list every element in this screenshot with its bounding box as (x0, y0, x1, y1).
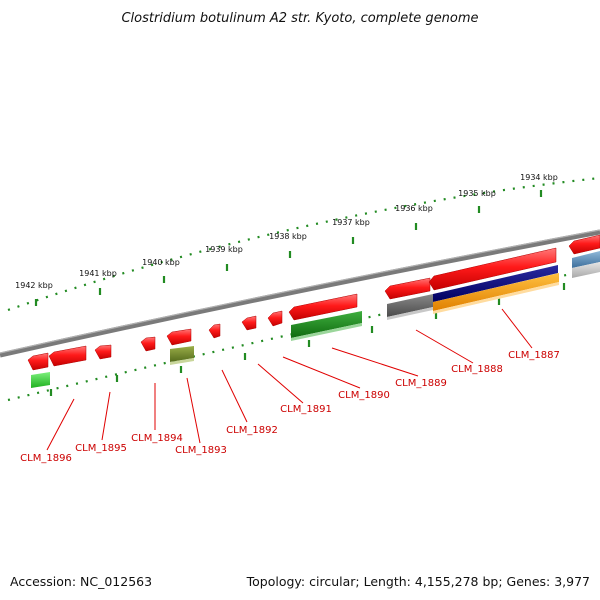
gene-label-clm-1890[interactable]: CLM_1890 (338, 390, 390, 401)
scale-label-1940: 1940 kbp (142, 258, 180, 267)
gene-arrow-clm-1896[interactable] (27, 352, 49, 371)
gene-label-clm-1891[interactable]: CLM_1891 (280, 404, 332, 415)
forward-genes (27, 234, 600, 371)
gene-arrow-clm-1888[interactable] (428, 247, 557, 291)
feature-bar-navy[interactable] (433, 265, 558, 302)
feature-bar-orange[interactable] (433, 273, 559, 311)
gene-arrow-clm-1891[interactable] (241, 315, 257, 331)
scale-label-1935: 1935 kbp (458, 189, 496, 198)
scale-label-1934: 1934 kbp (520, 173, 558, 182)
feature-bar-gray[interactable] (387, 294, 433, 317)
gene-label-clm-1896[interactable]: CLM_1896 (20, 453, 72, 464)
feature-bar-lime[interactable] (31, 372, 50, 388)
scale-label-1936: 1936 kbp (395, 204, 433, 213)
feature-bar-green[interactable] (291, 311, 362, 338)
feature-bars (31, 251, 600, 388)
gene-label-clm-1894[interactable]: CLM_1894 (131, 433, 183, 444)
gene-arrow-small-2[interactable] (267, 310, 283, 327)
gene-label-clm-1887[interactable]: CLM_1887 (508, 350, 560, 361)
gene-label-clm-1892[interactable]: CLM_1892 (226, 425, 278, 436)
gene-arrow-clm-1894[interactable] (140, 336, 156, 352)
gene-label-clm-1895[interactable]: CLM_1895 (75, 443, 127, 454)
gene-arrow-clm-1892[interactable] (208, 323, 221, 339)
map-title: Clostridium botulinum A2 str. Kyoto, com… (121, 11, 478, 26)
scale-label-1938: 1938 kbp (269, 232, 307, 241)
feature-bar-silver[interactable] (572, 262, 600, 278)
scale-label-1937: 1937 kbp (332, 218, 370, 227)
gene-label-clm-1893[interactable]: CLM_1893 (175, 445, 227, 456)
gene-labels: CLM_1896 CLM_1895 CLM_1894 CLM_1893 CLM_… (20, 350, 560, 464)
gene-arrow-clm-1893[interactable] (166, 328, 192, 346)
accession-text: Accession: NC_012563 (10, 574, 152, 589)
genome-backbone (0, 229, 600, 358)
gene-arrow-right-edge[interactable] (568, 234, 600, 255)
scale-labels: 1942 kbp 1941 kbp 1940 kbp 1939 kbp 1938… (15, 173, 558, 290)
scale-label-1942: 1942 kbp (15, 281, 53, 290)
feature-bar-steel[interactable] (572, 251, 600, 268)
scale-label-1939: 1939 kbp (205, 245, 243, 254)
gene-label-clm-1889[interactable]: CLM_1889 (395, 378, 447, 389)
gene-arrow-small-1[interactable] (94, 344, 112, 360)
scale-label-1941: 1941 kbp (79, 269, 117, 278)
feature-bar-olive[interactable] (170, 346, 194, 362)
gene-arrow-clm-1889[interactable] (384, 277, 431, 300)
gene-arrow-clm-1895[interactable] (48, 345, 87, 367)
label-leaders (46, 308, 533, 451)
gene-arrow-clm-1890[interactable] (288, 293, 358, 321)
genome-info-text: Topology: circular; Length: 4,155,278 bp… (246, 574, 590, 589)
outer-scale (7, 176, 600, 312)
gene-label-clm-1888[interactable]: CLM_1888 (451, 364, 503, 375)
